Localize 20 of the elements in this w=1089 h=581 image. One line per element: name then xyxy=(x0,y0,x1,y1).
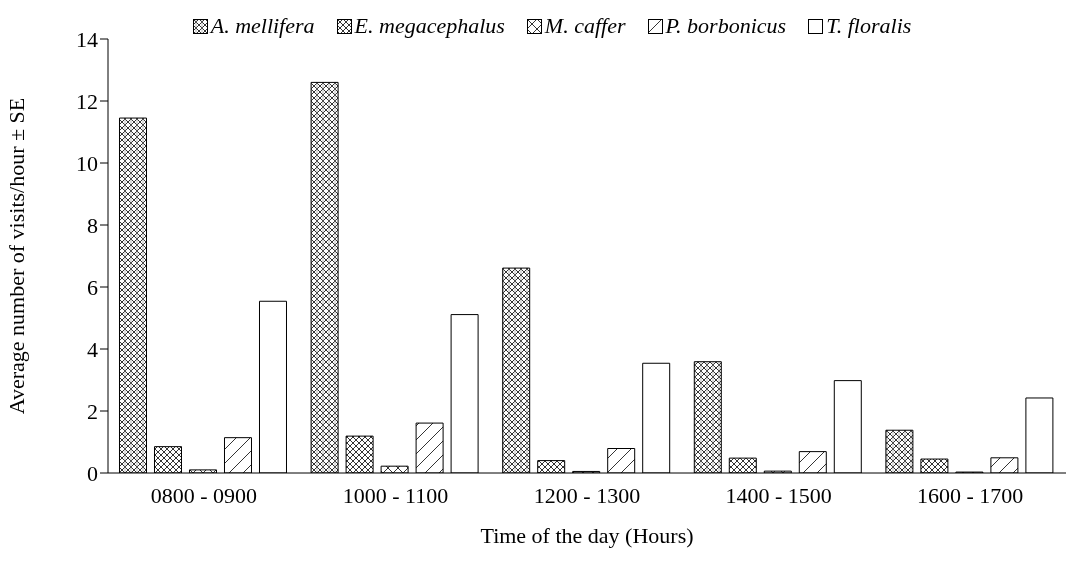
y-tick-label: 6 xyxy=(87,274,98,300)
y-tick-label: 14 xyxy=(76,26,98,52)
legend-label: T. floralis xyxy=(825,13,912,39)
x-tick-label: 1200 - 1300 xyxy=(533,482,641,508)
legend-label: P. borbonicus xyxy=(664,13,787,39)
y-tick-label: 12 xyxy=(76,88,98,114)
y-tick-label: 4 xyxy=(87,336,98,362)
legend-label: A. mellifera xyxy=(208,13,315,39)
x-tick-label: 1600 - 1700 xyxy=(917,482,1024,508)
legend-label: E. megacephalus xyxy=(353,13,505,39)
x-tick-label: 1400 - 1500 xyxy=(725,482,832,508)
y-axis-title: Average number of visits/hour ± SE xyxy=(3,97,29,415)
x-tick-label: 0800 - 0900 xyxy=(150,482,257,508)
x-tick-label: 1000 - 1100 xyxy=(342,482,449,508)
y-tick-label: 2 xyxy=(87,398,98,424)
legend-label: M. caffer xyxy=(543,13,626,39)
y-tick-label: 0 xyxy=(87,460,98,486)
x-axis-title: Time of the day (Hours) xyxy=(480,523,694,548)
y-tick-label: 8 xyxy=(87,212,98,238)
y-tick-label: 10 xyxy=(76,150,98,176)
